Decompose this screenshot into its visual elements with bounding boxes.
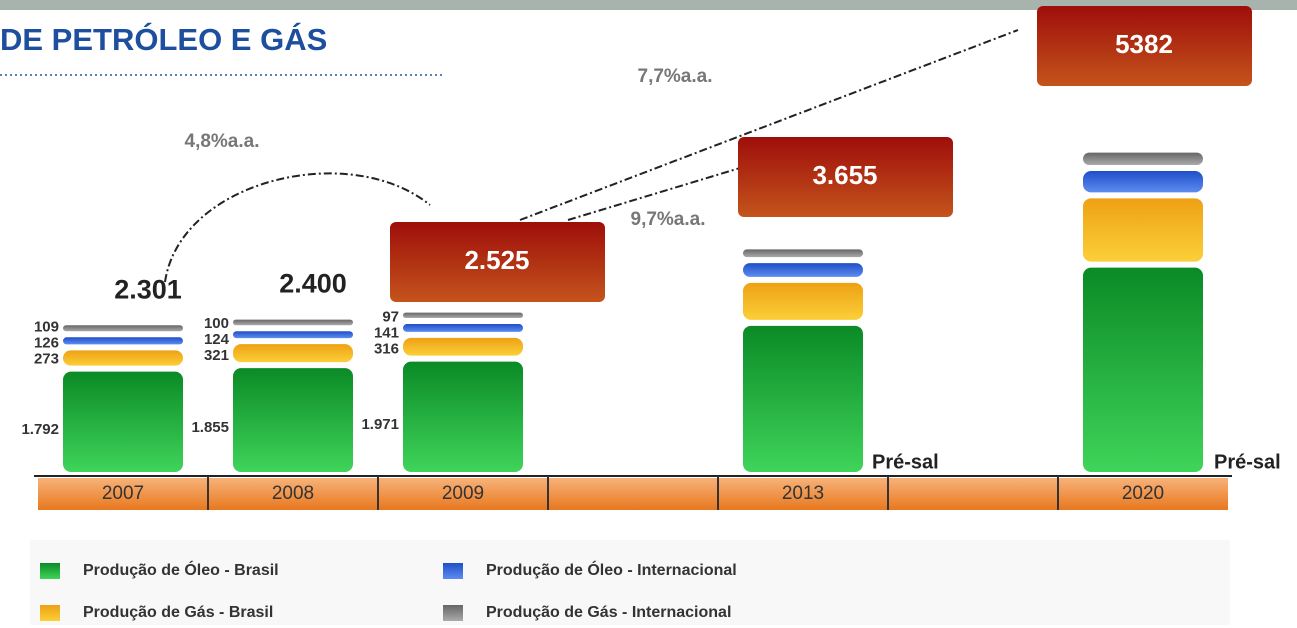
segment-label: 141 <box>374 325 399 342</box>
bar-segment <box>743 325 863 472</box>
growth-line <box>519 29 1019 221</box>
total-label: 5382 <box>1115 29 1173 59</box>
chart-title: DE PETRÓLEO E GÁS <box>0 21 327 57</box>
bar-segment <box>63 337 183 345</box>
x-tick-label: 2008 <box>272 483 314 504</box>
pre-sal-label: Pré-sal <box>1214 451 1281 473</box>
segment-label: 124 <box>204 331 230 348</box>
bar-segment <box>1083 152 1203 166</box>
segment-label: 321 <box>204 347 229 364</box>
growth-label: 4,8%a.a. <box>185 131 260 152</box>
legend-label: Produção de Gás - Internacional <box>486 604 731 621</box>
x-tick-label: 2007 <box>102 483 144 504</box>
bar-segment <box>1083 171 1203 193</box>
bar-segment <box>403 324 523 332</box>
segment-label: 1.971 <box>361 416 399 433</box>
x-tick-label: 2020 <box>1122 483 1164 504</box>
growth-label: 9,7%a.a. <box>631 209 706 230</box>
bar-segment <box>63 325 183 332</box>
segment-label: 97 <box>382 309 399 326</box>
bar-segment <box>233 319 353 326</box>
total-box <box>738 137 953 217</box>
bar-segment <box>403 337 523 356</box>
total-box <box>390 222 605 302</box>
bar-segment <box>743 263 863 277</box>
total-box <box>1037 6 1252 86</box>
bar-segment <box>403 361 523 472</box>
legend-box <box>30 540 1230 625</box>
x-tick-label: 2013 <box>782 483 824 504</box>
bar-segment <box>1083 267 1203 472</box>
segment-label: 273 <box>34 351 59 368</box>
legend-label: Produção de Óleo - Internacional <box>486 560 737 579</box>
segment-label: 109 <box>34 319 59 336</box>
bar-segment <box>233 331 353 339</box>
total-label: 2.525 <box>464 245 529 275</box>
top-band <box>0 0 1297 10</box>
segment-label: 126 <box>34 335 59 352</box>
growth-line <box>567 167 741 221</box>
bar-segment <box>63 350 183 366</box>
segment-label: 1.792 <box>21 421 59 438</box>
total-label: 2.301 <box>114 274 182 304</box>
x-axis-band <box>38 478 1228 510</box>
bar-segment <box>233 344 353 363</box>
bar-segment <box>233 368 353 472</box>
bar-segment <box>403 312 523 319</box>
legend-label: Produção de Óleo - Brasil <box>83 560 279 579</box>
legend-label: Produção de Gás - Brasil <box>83 604 273 621</box>
segment-label: 316 <box>374 341 399 358</box>
pre-sal-label: Pré-sal <box>872 451 939 473</box>
bar-segment <box>1083 198 1203 262</box>
total-label: 3.655 <box>812 160 877 190</box>
segment-label: 1.855 <box>191 419 229 436</box>
segment-label: 100 <box>204 315 229 332</box>
x-tick-label: 2009 <box>442 483 484 504</box>
growth-label: 7,7%a.a. <box>638 66 713 87</box>
legend-swatch <box>40 605 60 621</box>
legend-swatch <box>443 563 463 579</box>
total-label: 2.400 <box>279 269 347 299</box>
growth-curve <box>164 172 431 283</box>
bar-segment <box>63 371 183 472</box>
legend-swatch <box>443 605 463 621</box>
legend-swatch <box>40 563 60 579</box>
bar-segment <box>743 249 863 258</box>
bar-segment <box>743 282 863 320</box>
